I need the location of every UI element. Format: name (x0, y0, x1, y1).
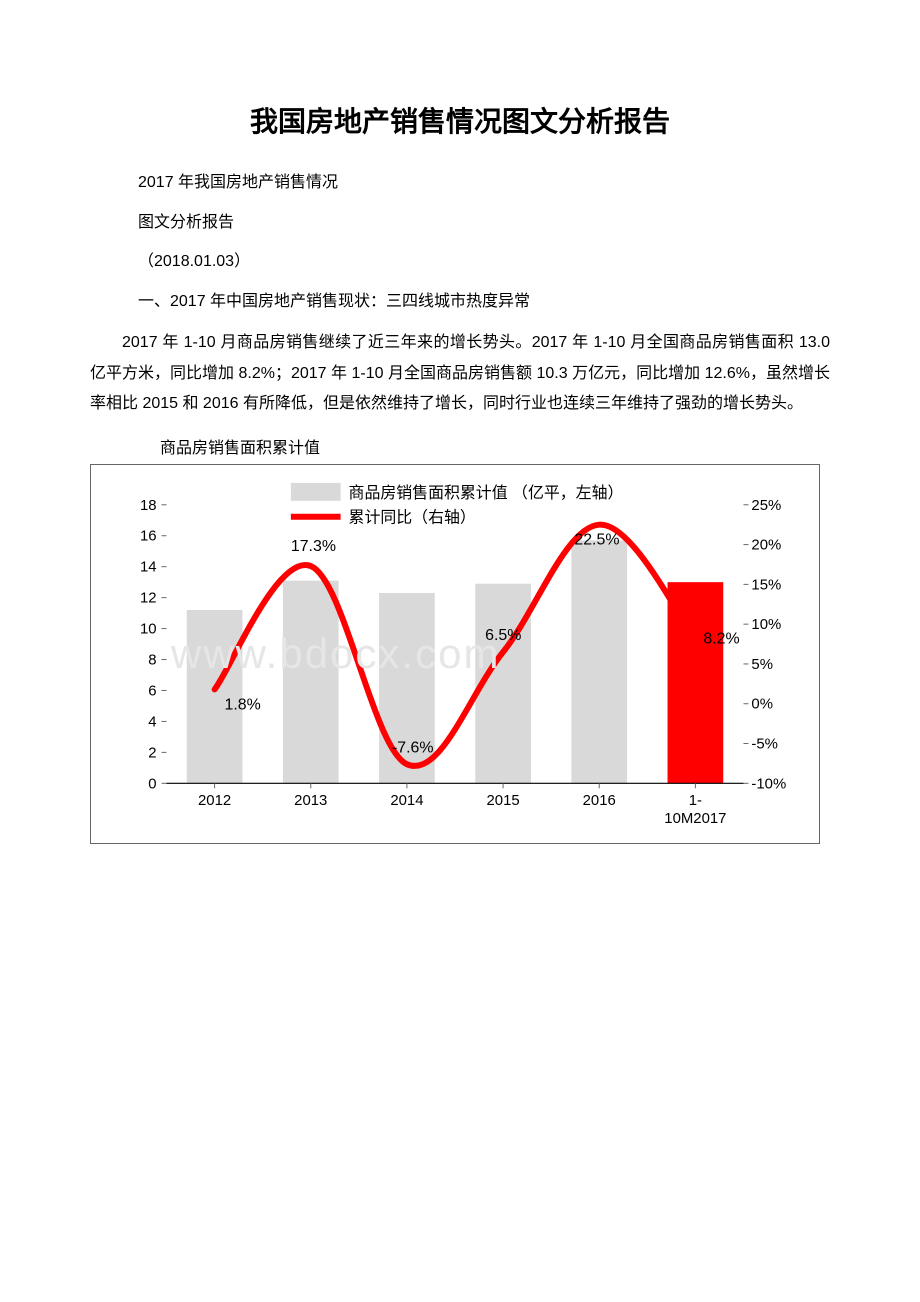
svg-text:6.5%: 6.5% (485, 627, 521, 644)
svg-text:2016: 2016 (583, 792, 616, 809)
svg-text:25%: 25% (751, 496, 781, 513)
svg-text:10%: 10% (751, 616, 781, 633)
svg-text:-7.6%: -7.6% (392, 739, 434, 756)
svg-text:5%: 5% (751, 655, 773, 672)
svg-text:22.5%: 22.5% (574, 531, 619, 548)
svg-text:14: 14 (140, 558, 157, 575)
subtitle-1: 2017 年我国房地产销售情况 (138, 170, 830, 196)
svg-text:8: 8 (148, 651, 156, 668)
chart-svg: 商品房销售面积累计值 （亿平，左轴） 累计同比（右轴） 0 2 4 6 8 10 12 14 16 1… (91, 465, 819, 843)
svg-text:-10%: -10% (751, 775, 786, 792)
svg-text:18: 18 (140, 496, 157, 513)
svg-text:17.3%: 17.3% (291, 538, 336, 555)
svg-text:2013: 2013 (294, 792, 327, 809)
section-heading: 一、2017 年中国房地产销售现状：三四线城市热度异常 (138, 289, 830, 315)
svg-text:2012: 2012 (198, 792, 231, 809)
svg-text:10: 10 (140, 620, 157, 637)
svg-text:2015: 2015 (486, 792, 519, 809)
svg-text:4: 4 (148, 713, 156, 730)
svg-text:1.8%: 1.8% (225, 696, 261, 713)
svg-text:16: 16 (140, 527, 157, 544)
svg-text:20%: 20% (751, 536, 781, 553)
svg-text:2014: 2014 (390, 792, 423, 809)
svg-text:1-: 1- (689, 792, 702, 809)
svg-text:-5%: -5% (751, 735, 778, 752)
svg-text:12: 12 (140, 589, 157, 606)
svg-text:0: 0 (148, 775, 156, 792)
svg-text:商品房销售面积累计值 （亿平，左轴）: 商品房销售面积累计值 （亿平，左轴） (349, 483, 624, 501)
page-title: 我国房地产销售情况图文分析报告 (90, 100, 830, 140)
svg-text:8.2%: 8.2% (703, 630, 739, 647)
chart-caption: 商品房销售面积累计值 (160, 434, 830, 458)
date-line: （2018.01.03） (138, 249, 830, 275)
svg-text:10M2017: 10M2017 (664, 810, 726, 827)
chart-container: www.bdocx.com 商品房销售面积累计值 （亿平，左轴）累计同比（右轴）… (90, 464, 820, 844)
paragraph-1: 2017 年 1-10 月商品房销售继续了近三年来的增长势头。2017 年 1-… (90, 328, 830, 419)
svg-text:15%: 15% (751, 576, 781, 593)
svg-text:6: 6 (148, 682, 156, 699)
svg-text:累计同比（右轴）: 累计同比（右轴） (349, 508, 476, 526)
svg-text:2: 2 (148, 744, 156, 761)
svg-text:0%: 0% (751, 695, 773, 712)
subtitle-2: 图文分析报告 (138, 210, 830, 236)
